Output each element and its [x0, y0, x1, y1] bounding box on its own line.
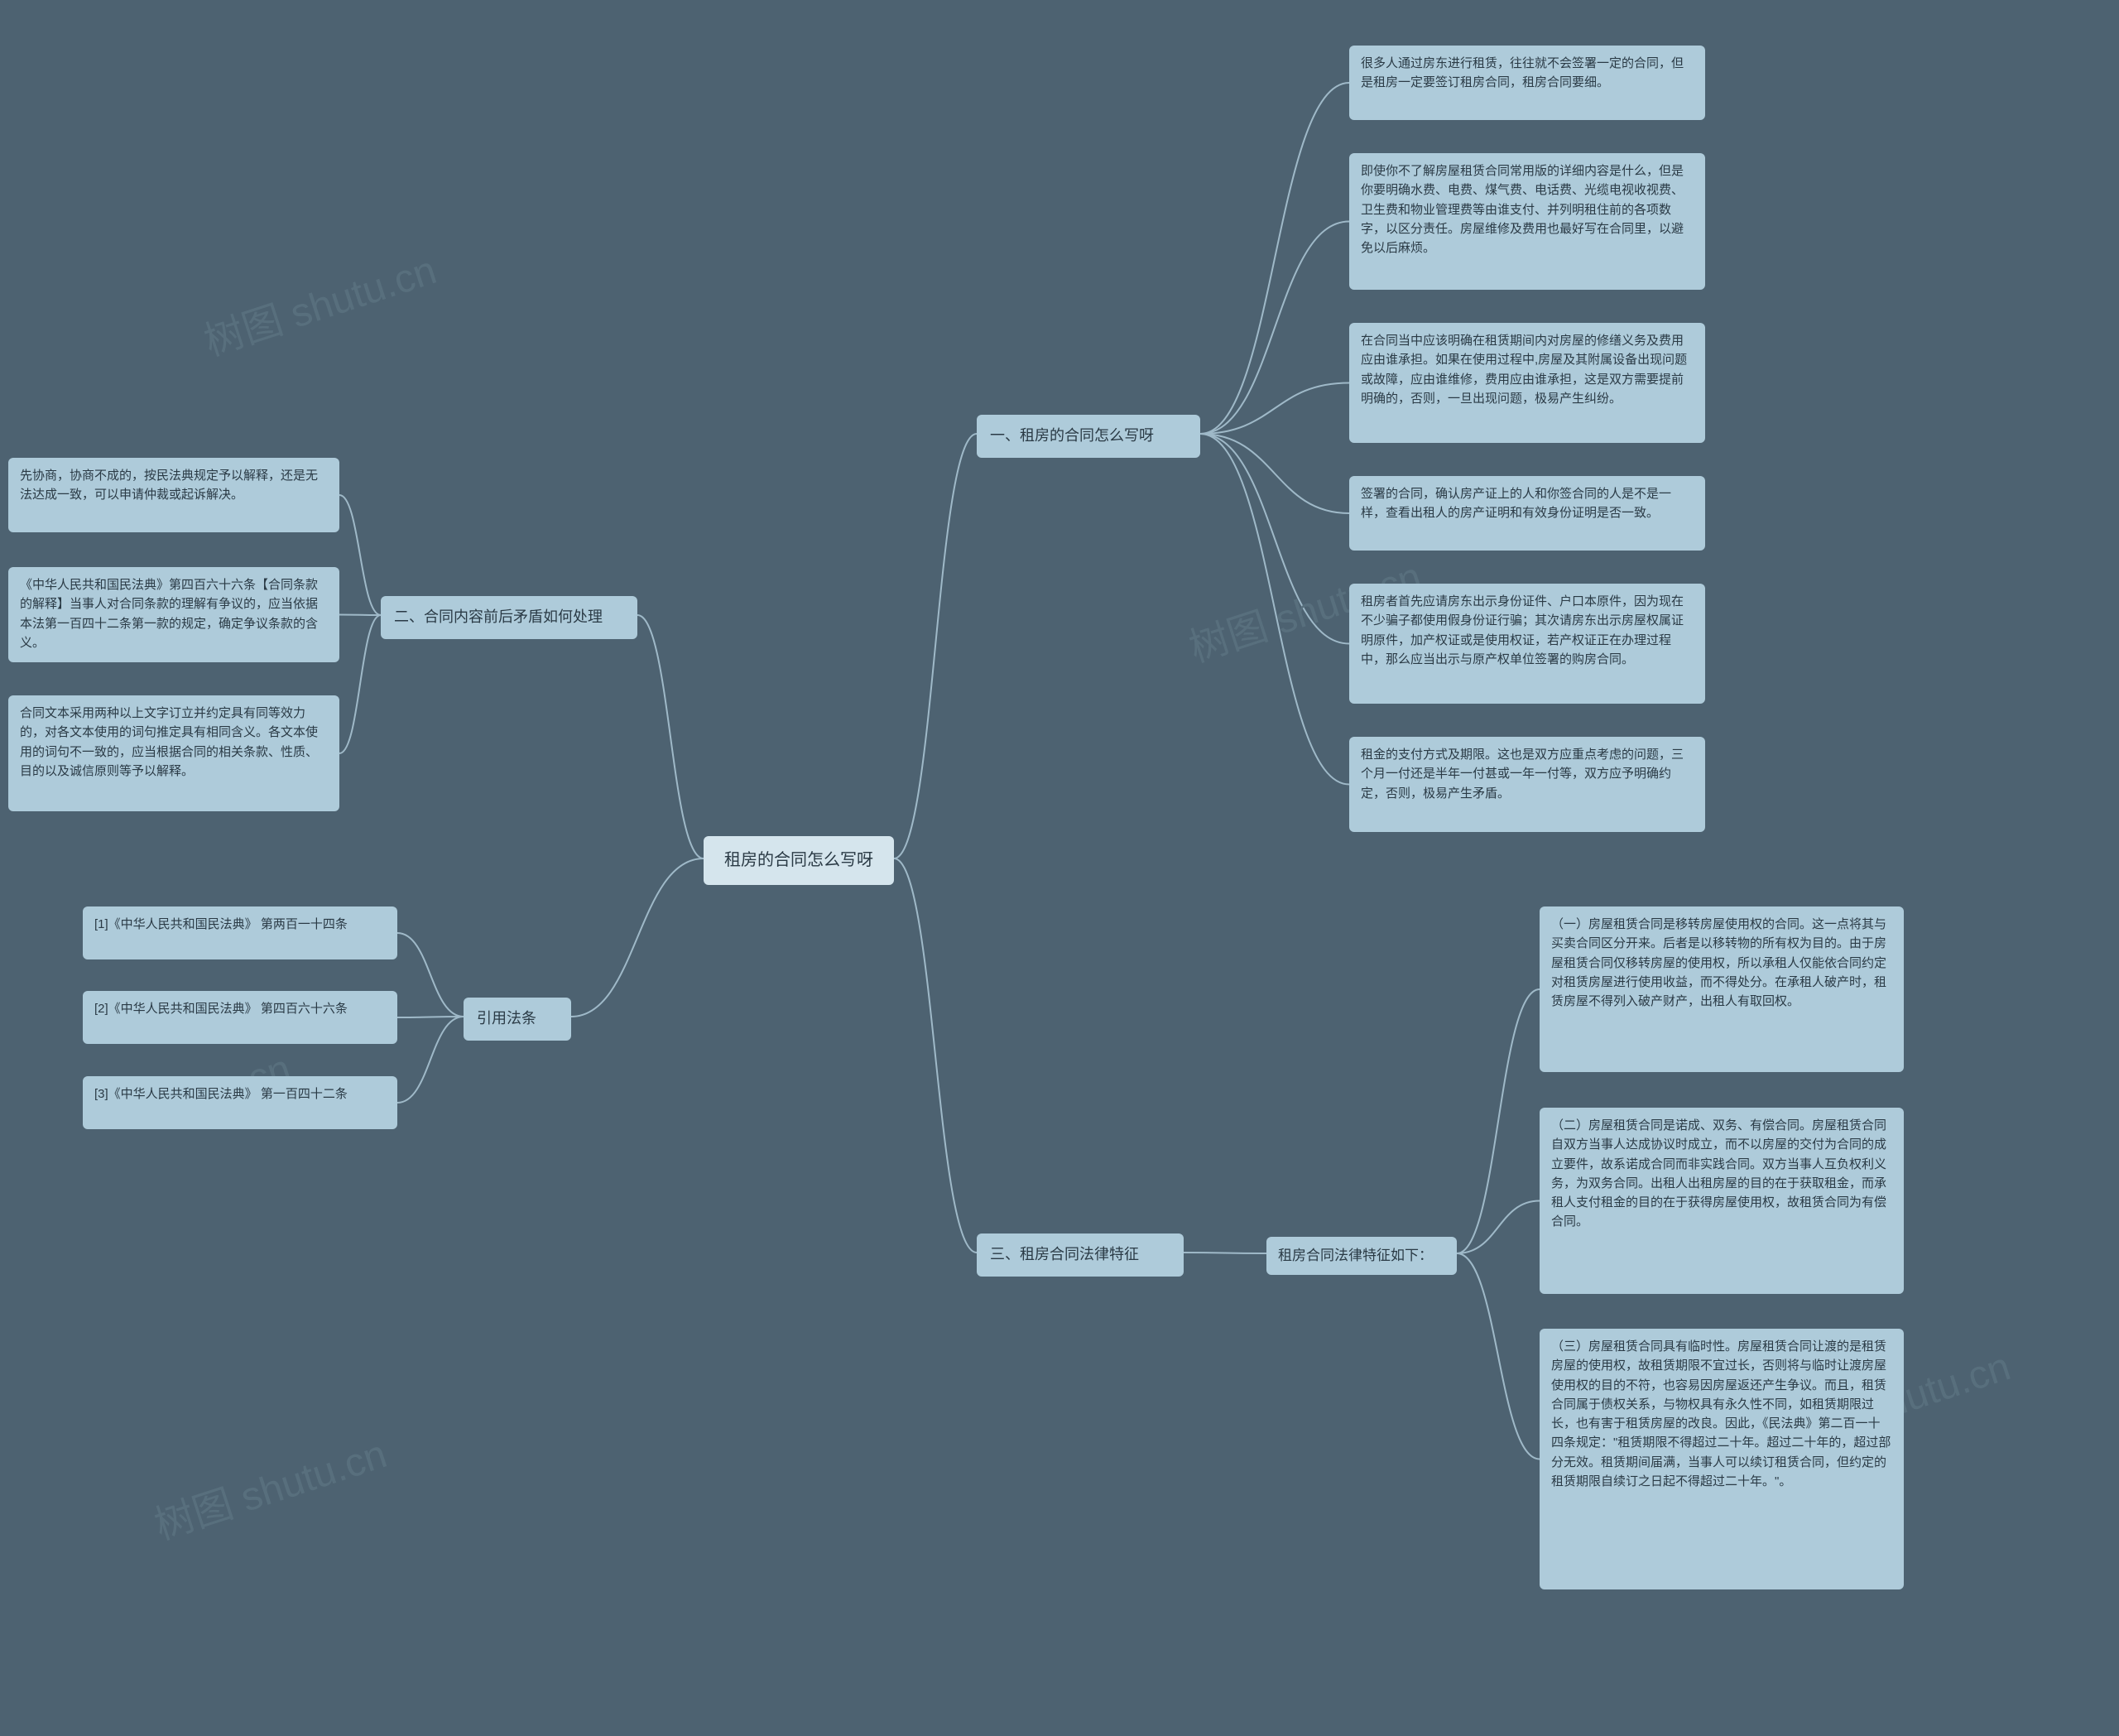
mindmap-node[interactable]: 合同文本采用两种以上文字订立并约定具有同等效力的，对各文本使用的词句推定具有相同… [8, 695, 339, 811]
mindmap-node[interactable]: [2]《中华人民共和国民法典》 第四百六十六条 [83, 991, 397, 1044]
mindmap-node[interactable]: （一）房屋租赁合同是移转房屋使用权的合同。这一点将其与买卖合同区分开来。后者是以… [1540, 906, 1904, 1072]
mindmap-node[interactable]: （三）房屋租赁合同具有临时性。房屋租赁合同让渡的是租赁房屋的使用权，故租赁期限不… [1540, 1329, 1904, 1589]
mindmap-node[interactable]: 即使你不了解房屋租赁合同常用版的详细内容是什么，但是你要明确水费、电费、煤气费、… [1349, 153, 1705, 290]
mindmap-node[interactable]: 二、合同内容前后矛盾如何处理 [381, 596, 637, 639]
watermark: 树图 shutu.cn [195, 238, 442, 367]
mindmap-node[interactable]: 三、租房合同法律特征 [977, 1233, 1184, 1277]
mindmap-node[interactable]: [3]《中华人民共和国民法典》 第一百四十二条 [83, 1076, 397, 1129]
mindmap-node[interactable]: 租房的合同怎么写呀 [704, 836, 894, 885]
watermark: 树图 shutu.cn [146, 1421, 392, 1551]
mindmap-node[interactable]: 租房者首先应请房东出示身份证件、户口本原件，因为现在不少骗子都使用假身份证行骗；… [1349, 584, 1705, 704]
mindmap-node[interactable]: 租金的支付方式及期限。这也是双方应重点考虑的问题，三个月一付还是半年一付甚或一年… [1349, 737, 1705, 832]
mindmap-node[interactable]: 《中华人民共和国民法典》第四百六十六条【合同条款的解释】当事人对合同条款的理解有… [8, 567, 339, 662]
mindmap-node[interactable]: 引用法条 [464, 998, 571, 1041]
mindmap-node[interactable]: 先协商，协商不成的，按民法典规定予以解释，还是无法达成一致，可以申请仲裁或起诉解… [8, 458, 339, 532]
mindmap-node[interactable]: 租房合同法律特征如下： [1266, 1237, 1457, 1275]
mindmap-node[interactable]: 在合同当中应该明确在租赁期间内对房屋的修缮义务及费用应由谁承担。如果在使用过程中… [1349, 323, 1705, 443]
mindmap-canvas: 树图 shutu.cn树图 shutu.cnshutu.cn树图 shutu.c… [0, 0, 2119, 1736]
mindmap-node[interactable]: 一、租房的合同怎么写呀 [977, 415, 1200, 458]
mindmap-node[interactable]: （二）房屋租赁合同是诺成、双务、有偿合同。房屋租赁合同自双方当事人达成协议时成立… [1540, 1108, 1904, 1294]
mindmap-node[interactable]: 签署的合同，确认房产证上的人和你签合同的人是不是一样，查看出租人的房产证明和有效… [1349, 476, 1705, 551]
mindmap-node[interactable]: [1]《中华人民共和国民法典》 第两百一十四条 [83, 906, 397, 959]
mindmap-node[interactable]: 很多人通过房东进行租赁，往往就不会签署一定的合同，但是租房一定要签订租房合同，租… [1349, 46, 1705, 120]
